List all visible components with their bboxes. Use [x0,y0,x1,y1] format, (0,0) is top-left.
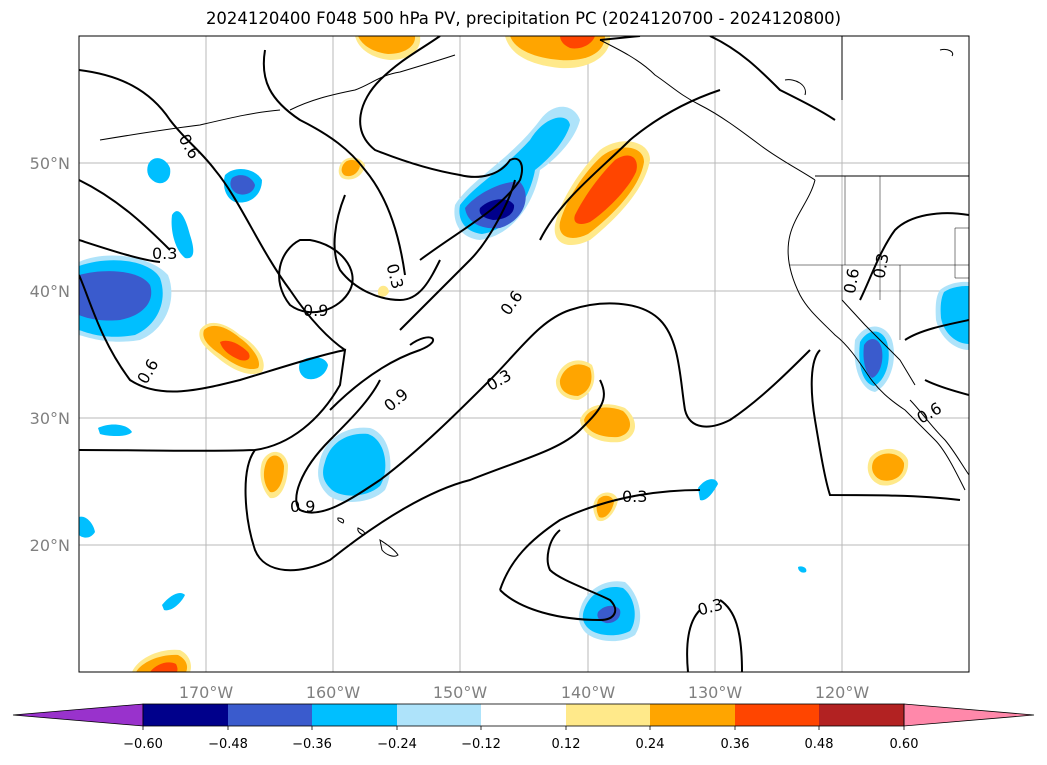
contour-label: 0.6 [496,287,526,319]
lon-tick-labels: 170°W 160°W 150°W 140°W 130°W 120°W [179,683,870,702]
precip-blue-hawaii [318,427,391,502]
colorbar-segment [312,704,397,726]
precip-orange-middle [132,322,909,672]
lon-label: 160°W [306,683,361,702]
colorbar-tick-label: 0.60 [890,737,919,752]
colorbar-segment [397,704,481,726]
precip-orange-north [338,36,650,297]
contour-label: 0.6 [133,356,162,388]
colorbar-segment [735,704,819,726]
contour-label: 0.9 [380,384,412,415]
country-borders [815,36,969,386]
gridlines [79,36,969,672]
colorbar-tick-label: −0.24 [377,737,417,752]
map-frame [78,35,970,673]
contour-label: 0.9 [303,301,328,320]
contour-label: 0.3 [869,252,892,280]
lat-label: 40°N [30,282,70,301]
colorbar-segment [481,704,566,726]
colorbar-segment [650,704,735,726]
precip-blue-west [79,255,172,342]
precip-blue-small [79,158,807,611]
colorbar-tick-label: −0.60 [123,737,163,752]
state-borders [790,176,969,340]
lat-label: 50°N [30,154,70,173]
colorbar-tick-label: 0.12 [552,737,581,752]
lon-label: 140°W [561,683,616,702]
contour-label: 0.3 [695,595,725,620]
lat-tick-labels: 50°N 40°N 30°N 20°N [30,154,70,555]
colorbar-tick-label: −0.36 [292,737,332,752]
contour-label: 0.9 [290,497,315,516]
lon-label: 150°W [433,683,488,702]
colorbar-segment [143,704,228,726]
pv-contours [79,36,969,672]
colorbar-tick-label: −0.12 [461,737,501,752]
lon-label: 130°W [688,683,743,702]
precip-blue-south [578,581,641,642]
lon-label: 170°W [179,683,234,702]
coastlines [99,39,969,557]
contour-label: 0.3 [483,366,515,395]
contour-label: 0.3 [622,487,647,506]
colorbar-tick-label: 0.36 [721,737,750,752]
colorbar-extend-low [12,703,144,727]
colorbar-tick-label: 0.48 [805,737,834,752]
contour-label: 0.3 [152,244,177,263]
colorbar-segment [566,704,650,726]
map-area: 0.6 0.3 0.9 0.3 0.6 0.6 0.9 0.9 0.3 0.6 … [79,36,969,672]
colorbar: −0.60 −0.48 −0.36 −0.24 −0.12 0.12 0.24 … [12,703,1035,752]
map-title: 2024120400 F048 500 hPa PV, precipitatio… [205,9,842,28]
colorbar-tick-label: 0.24 [636,737,665,752]
colorbar-extend-high [903,703,1035,727]
contour-label: 0.6 [175,131,204,163]
lat-label: 20°N [30,536,70,555]
colorbar-segment [228,704,312,726]
contour-label: 0.6 [840,267,863,295]
colorbar-segment [819,704,904,726]
lat-label: 30°N [30,409,70,428]
colorbar-tick-label: −0.48 [208,737,248,752]
lon-label: 120°W [815,683,870,702]
